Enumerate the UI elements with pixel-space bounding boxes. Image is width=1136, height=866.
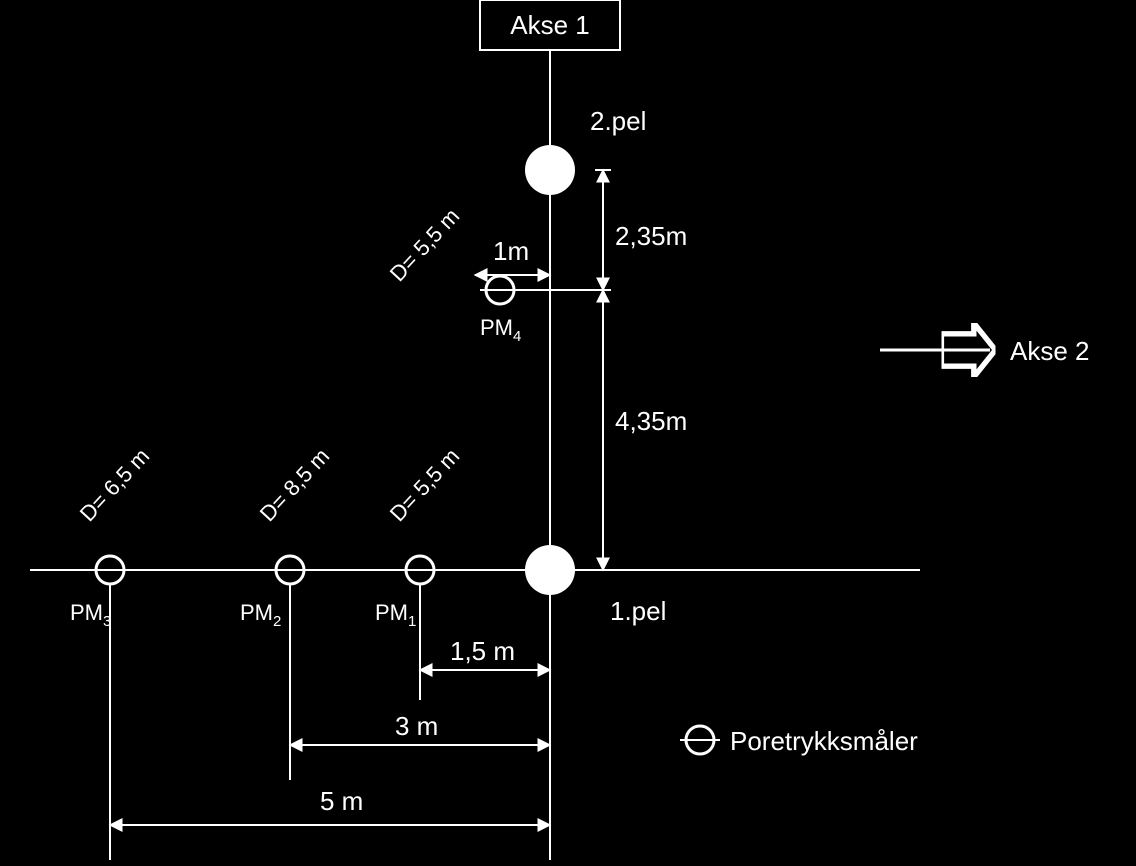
- akse2-label: Akse 2: [1010, 336, 1090, 366]
- dim-3m-text: 3 m: [395, 711, 438, 741]
- background: [0, 0, 1136, 866]
- dim-1-5-text: 1,5 m: [450, 636, 515, 666]
- akse1-label: Akse 1: [510, 10, 590, 40]
- pel2-label: 2.pel: [590, 106, 646, 136]
- dim-2-35-text: 2,35m: [615, 221, 687, 251]
- pel1-marker: [525, 545, 575, 595]
- dim-4-35-text: 4,35m: [615, 406, 687, 436]
- pel1-label: 1.pel: [610, 596, 666, 626]
- dim-1m-text: 1m: [493, 236, 529, 266]
- dim-5m-text: 5 m: [320, 786, 363, 816]
- legend-label: Poretrykksmåler: [730, 726, 918, 756]
- pel2-marker: [525, 145, 575, 195]
